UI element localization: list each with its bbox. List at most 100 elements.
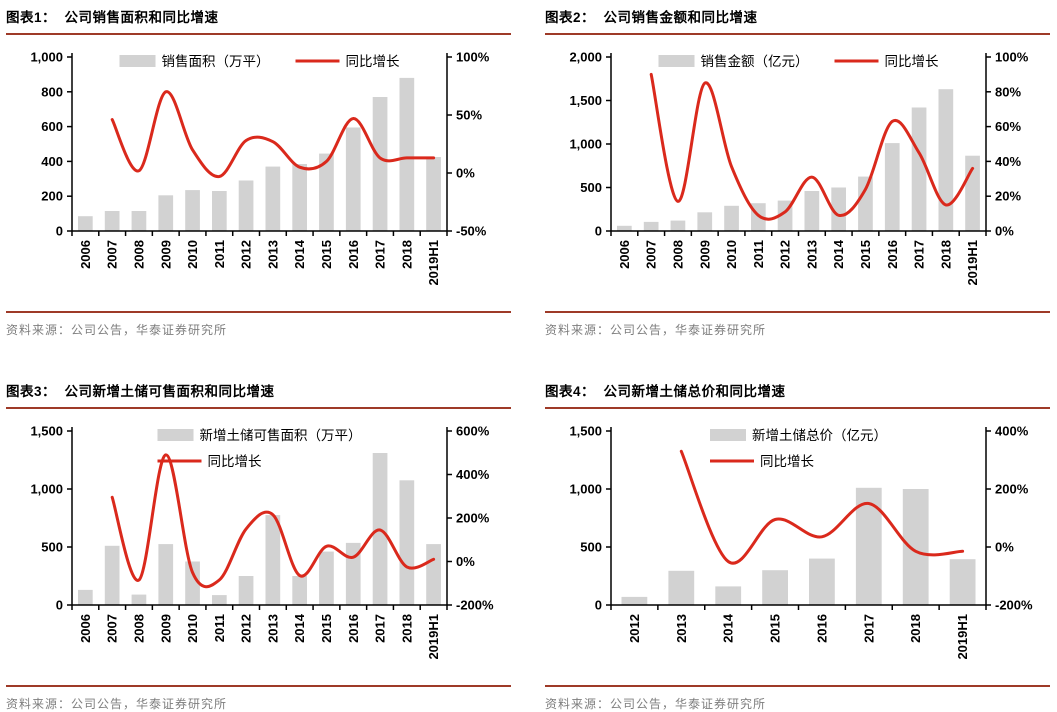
legend-bar-swatch xyxy=(157,429,194,441)
svg-text:2012: 2012 xyxy=(239,240,254,269)
svg-text:2006: 2006 xyxy=(617,240,632,269)
right-axis-label: 400% xyxy=(456,467,490,482)
svg-text:2019H1: 2019H1 xyxy=(426,614,441,660)
growth-line xyxy=(110,453,436,589)
figure-title-3: 图表3： 公司新增土储可售面积和同比增速 xyxy=(6,378,511,409)
left-axis-label: 1,000 xyxy=(569,482,602,497)
x-axis-label: 2010 xyxy=(185,240,200,269)
svg-text:2016: 2016 xyxy=(814,614,829,643)
chart-canvas-land-price: 0 500 1,000 1,500 -200% 0% 200% 400% 2012 2013 201… xyxy=(569,424,1033,660)
x-axis-label: 2018 xyxy=(399,614,414,643)
chart-canvas-land-area: 0 500 1,000 1,500 -200% 0% 200% 400% 600% 2006 200… xyxy=(30,424,494,660)
bar xyxy=(319,551,334,605)
chart-canvas-sales-area: 0 200 400 600 800 1,000 -50% 0% 50% 100% 2006 2007 2… xyxy=(30,50,489,286)
left-axis-label: 2,000 xyxy=(569,50,602,65)
x-axis-label: 2017 xyxy=(861,614,876,643)
x-axis-label: 2012 xyxy=(778,240,793,269)
svg-text:2010: 2010 xyxy=(185,240,200,269)
bar xyxy=(902,489,929,605)
left-axis-label: 1,000 xyxy=(30,50,63,65)
svg-text:2016: 2016 xyxy=(346,614,361,643)
legend-bar-label: 新增土储可售面积（万平） xyxy=(200,428,362,443)
svg-text:2015: 2015 xyxy=(858,240,873,269)
svg-text:2012: 2012 xyxy=(239,614,254,643)
svg-text:2011: 2011 xyxy=(212,240,227,268)
svg-text:2011: 2011 xyxy=(212,614,227,642)
x-axis-label: 2011 xyxy=(212,240,227,268)
x-axis-label: 2008 xyxy=(132,614,147,643)
right-axis-label: 0% xyxy=(995,540,1014,555)
bar xyxy=(399,480,415,605)
x-axis-label: 2012 xyxy=(627,614,642,643)
source-note-3: 资料来源：公司公告，华泰证券研究所 xyxy=(6,685,511,712)
right-axis-label: 400% xyxy=(995,424,1029,439)
legend-bar-swatch xyxy=(710,429,746,441)
left-axis-label: 1,000 xyxy=(30,482,63,497)
x-axis-label: 2016 xyxy=(814,614,829,643)
legend: 销售面积（万平） 同比增长 xyxy=(119,54,400,69)
bar xyxy=(158,544,174,605)
x-axis-label: 2015 xyxy=(319,240,334,269)
x-axis-label: 2016 xyxy=(885,240,900,269)
bar xyxy=(292,576,307,605)
x-axis-label: 2017 xyxy=(373,614,388,643)
figure-title-4: 图表4： 公司新增土储总价和同比增速 xyxy=(545,378,1050,409)
left-axis-label: 500 xyxy=(580,180,602,195)
svg-text:2018: 2018 xyxy=(938,240,953,269)
bar xyxy=(185,190,200,231)
right-axis-label: 60% xyxy=(995,119,1021,134)
legend-line-label: 同比增长 xyxy=(885,54,939,69)
right-axis-label: 0% xyxy=(456,166,475,181)
svg-text:2008: 2008 xyxy=(132,614,147,643)
legend-bar-label: 新增土储总价（亿元） xyxy=(752,428,887,443)
x-axis-label: 2016 xyxy=(346,240,361,269)
chart-panel-1: 图表1： 公司销售面积和同比增速 0 200 400 600 800 1,000 -50% 0… xyxy=(6,4,511,338)
bar xyxy=(104,211,120,231)
left-axis-label: 600 xyxy=(41,119,63,134)
chart-area-1: 0 200 400 600 800 1,000 -50% 0% 50% 100% 2006 2007 2… xyxy=(6,35,511,309)
axes xyxy=(67,427,452,610)
right-axis-label: 20% xyxy=(995,189,1021,204)
right-axis-label: 40% xyxy=(995,154,1021,169)
svg-text:2017: 2017 xyxy=(912,240,927,269)
chart-canvas-sales-amount: 0 500 1,000 1,500 2,000 0% 20% 40% 60% 80% 100% 200… xyxy=(569,50,1028,286)
x-axis-label: 2012 xyxy=(239,240,254,269)
bar xyxy=(809,558,835,605)
bar xyxy=(668,570,695,605)
axis-labels: 0 500 1,000 1,500 2,000 0% 20% 40% 60% 80% 100% 200… xyxy=(569,50,1028,286)
x-axis-label: 2008 xyxy=(671,240,686,269)
axes xyxy=(606,53,991,236)
bar xyxy=(238,180,254,231)
figure-title-2: 图表2： 公司销售金额和同比增速 xyxy=(545,4,1050,35)
x-axis-label: 2007 xyxy=(105,614,120,643)
right-axis-label: 0% xyxy=(456,554,475,569)
x-axis-label: 2013 xyxy=(265,614,280,643)
x-axis-label: 2008 xyxy=(132,240,147,269)
svg-text:2006: 2006 xyxy=(78,614,93,643)
x-axis-label: 2013 xyxy=(804,240,819,269)
left-axis-label: 0 xyxy=(595,598,602,613)
left-axis-label: 0 xyxy=(56,224,63,239)
x-axis-label: 2007 xyxy=(644,240,659,269)
legend-line-label: 同比增长 xyxy=(208,454,262,469)
svg-text:2011: 2011 xyxy=(751,240,766,268)
left-axis-label: 200 xyxy=(41,189,63,204)
x-axis-label: 2019H1 xyxy=(426,614,441,660)
x-axis-label: 2018 xyxy=(399,240,414,269)
axis-labels: 0 200 400 600 800 1,000 -50% 0% 50% 100% 2006 2007 2… xyxy=(30,50,489,286)
bar xyxy=(131,594,147,605)
svg-text:2013: 2013 xyxy=(265,614,280,643)
legend-line-label: 同比增长 xyxy=(346,54,400,69)
chart-panel-2: 图表2： 公司销售金额和同比增速 0 500 1,000 1,500 2,000 0% 20… xyxy=(545,4,1050,338)
bar xyxy=(319,153,334,231)
svg-text:2010: 2010 xyxy=(185,614,200,643)
svg-text:2017: 2017 xyxy=(861,614,876,643)
left-axis-label: 1,000 xyxy=(569,137,602,152)
svg-text:2007: 2007 xyxy=(105,240,120,269)
chart-panel-3: 图表3： 公司新增土储可售面积和同比增速 0 500 1,000 1,500 -200%… xyxy=(6,378,511,712)
x-axis-label: 2015 xyxy=(768,614,783,643)
svg-text:2018: 2018 xyxy=(908,614,923,643)
bar xyxy=(265,515,281,605)
x-axis-label: 2018 xyxy=(908,614,923,643)
